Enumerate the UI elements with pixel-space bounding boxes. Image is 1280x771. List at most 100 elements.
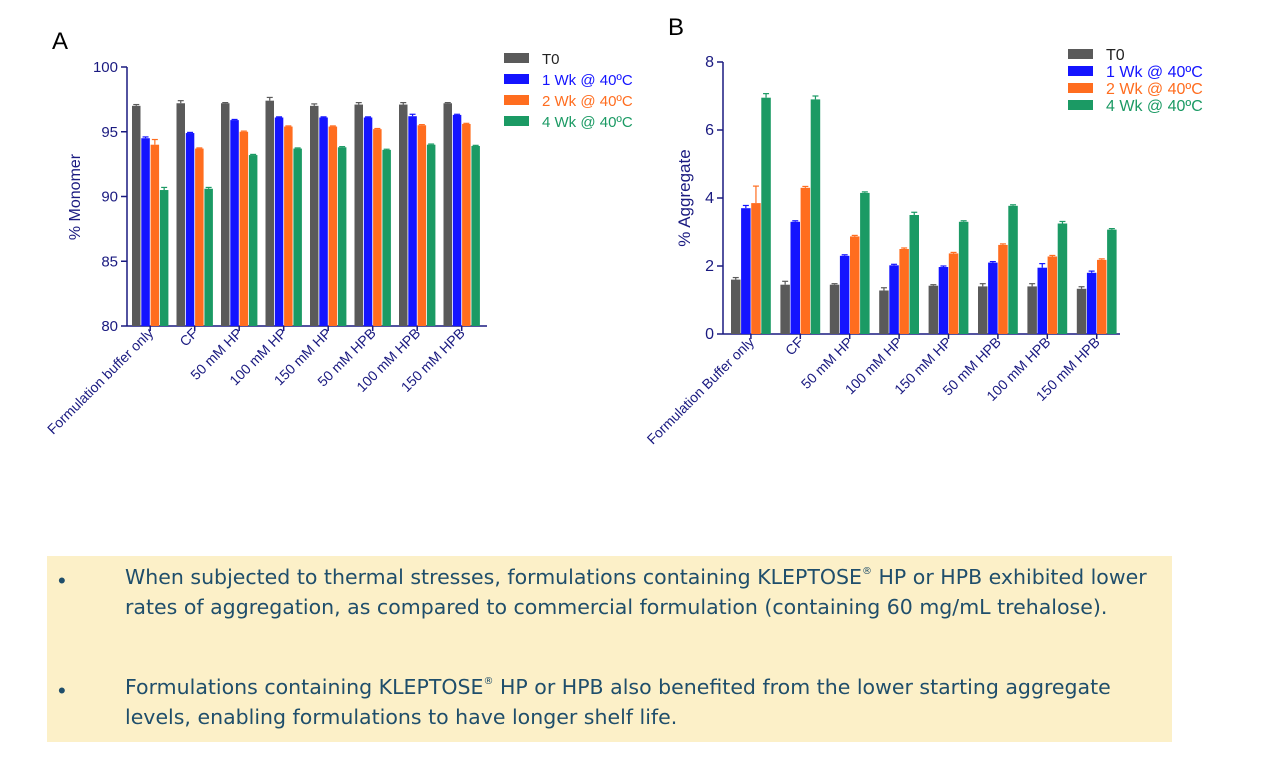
legend-label: T0 [542, 51, 560, 68]
bar [293, 148, 302, 326]
y-tick-label: 4 [705, 190, 714, 207]
bullet-marker: • [58, 678, 66, 703]
bar [310, 105, 319, 326]
bar [889, 265, 899, 334]
bar [1107, 229, 1117, 334]
bar [780, 284, 790, 334]
bar [741, 208, 751, 334]
y-tick-label: 100 [93, 59, 118, 76]
legend-swatch [504, 53, 529, 63]
bar [1076, 288, 1087, 334]
legend-swatch [504, 116, 529, 126]
bar [948, 253, 959, 334]
x-tick-label: Formulation buffer only [44, 325, 156, 437]
legend-label: 2 Wk @ 40ºC [542, 93, 633, 110]
bar [1057, 223, 1068, 334]
bar [978, 286, 988, 334]
y-tick-label: 8 [705, 54, 714, 71]
chart-a-monomer: 80 85 90 95 100 % Monomer Formulation buffer o… [44, 51, 633, 437]
bar [731, 279, 741, 334]
legend-swatch [1068, 83, 1093, 93]
bar [417, 125, 427, 327]
bar [810, 99, 821, 335]
legend-label: 4 Wk @ 40ºC [1106, 98, 1203, 115]
y-axis-title: % Aggregate [675, 149, 694, 246]
bar [408, 116, 417, 327]
bullet-2-part-1: Formulations containing KLEPTOSE [125, 675, 484, 699]
y-tick-label: 90 [101, 189, 118, 206]
bar [471, 145, 480, 326]
legend-label: 4 Wk @ 40ºC [542, 114, 633, 131]
y-tick-label: 6 [705, 122, 714, 139]
bar [176, 103, 185, 326]
legend-swatch [504, 95, 529, 105]
summary-callout: • When subjected to thermal stresses, fo… [47, 556, 1172, 742]
registered-mark: ® [862, 566, 872, 577]
bar [1097, 259, 1107, 334]
bar [1047, 256, 1058, 334]
legend-swatch [1068, 100, 1093, 110]
panel-a-letter: A [52, 28, 69, 55]
bar [443, 103, 452, 326]
bar [1027, 286, 1037, 334]
bar [998, 244, 1008, 334]
bar [248, 155, 258, 326]
bar [958, 221, 969, 334]
bar [928, 285, 939, 334]
x-tick-label: CF [176, 325, 201, 350]
y-tick-label: 0 [705, 326, 714, 343]
panel-b-letter: B [668, 14, 685, 41]
bar [850, 236, 860, 334]
bar [204, 188, 213, 326]
bar [230, 120, 239, 326]
bar [790, 221, 800, 334]
y-tick-label: 95 [101, 124, 118, 141]
y-tick-label: 85 [101, 253, 118, 270]
bullet-2-part-2: HP or HPB also benefited from the lower … [125, 675, 1111, 729]
bar [829, 284, 840, 334]
bar [328, 126, 338, 326]
x-tick-label: Formulation Buffer only [644, 334, 757, 447]
y-axis-title: % Monomer [67, 153, 84, 240]
bar [373, 129, 382, 326]
chart-b-aggregate: 0 2 4 6 8 % Aggregate Formulation Buffer only C… [644, 47, 1203, 447]
bar [860, 192, 870, 334]
bar [141, 138, 150, 326]
bar [426, 144, 436, 326]
bar [195, 148, 204, 326]
bullet-1-part-1: When subjected to thermal stresses, form… [125, 565, 862, 589]
bar [221, 103, 230, 326]
registered-mark: ® [483, 676, 494, 687]
bullet-1-text: When subjected to thermal stresses, form… [125, 562, 1155, 622]
bar [938, 267, 949, 334]
legend-label: 1 Wk @ 40ºC [542, 72, 633, 89]
legend-label: T0 [1106, 47, 1125, 64]
bar [132, 105, 141, 326]
bullet-2-text: Formulations containing KLEPTOSE® HP or … [125, 672, 1155, 732]
x-tick-label: CF [782, 334, 807, 359]
bar [1086, 272, 1097, 334]
legend-swatch [1068, 49, 1093, 59]
bar [354, 104, 363, 327]
legend-swatch [1068, 66, 1093, 76]
y-tick-label: 80 [101, 318, 118, 335]
bar [879, 290, 889, 334]
bullet-marker: • [58, 568, 66, 593]
bar [337, 147, 347, 326]
bar [239, 131, 249, 326]
bar [462, 123, 471, 326]
bar [363, 117, 373, 326]
legend-swatch [504, 74, 529, 84]
bar [319, 117, 328, 326]
bar [150, 144, 160, 326]
bar [274, 117, 284, 326]
bar [1008, 205, 1018, 334]
legend-label: 2 Wk @ 40ºC [1106, 81, 1203, 98]
bar [988, 262, 998, 334]
bar [751, 203, 761, 334]
bar [185, 133, 195, 326]
bullet-1-part-2: HP or HPB exhibited lower rates of aggre… [125, 565, 1147, 619]
bar [284, 126, 293, 326]
bar [159, 190, 169, 326]
